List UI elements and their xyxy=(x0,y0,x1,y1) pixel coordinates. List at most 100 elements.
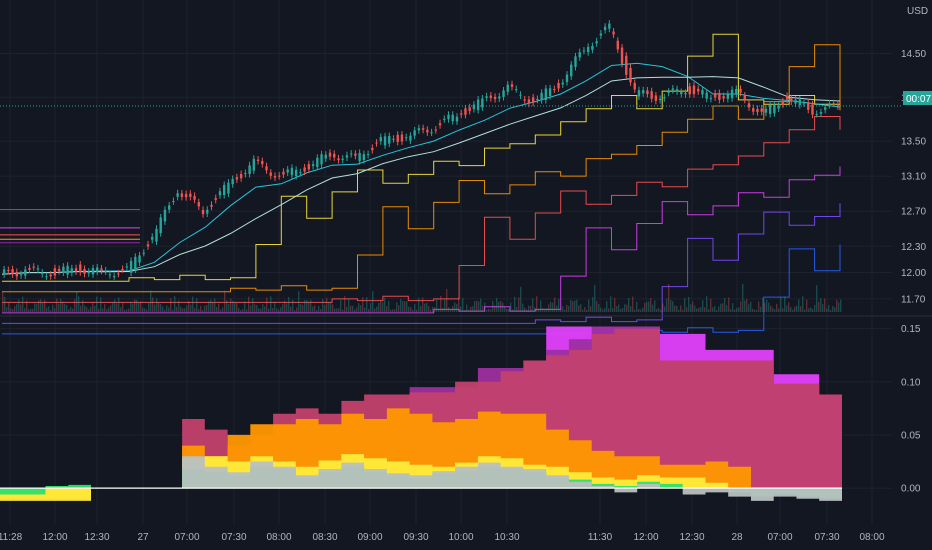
volume-bar xyxy=(326,297,328,312)
candle-body xyxy=(400,134,404,142)
volume-bar xyxy=(202,309,204,312)
volume-bar xyxy=(56,298,58,312)
volume-bar xyxy=(586,309,588,312)
volume-bar xyxy=(8,302,10,312)
volume-bar xyxy=(522,303,524,312)
volume-bar xyxy=(58,303,60,312)
candle-body xyxy=(248,165,251,175)
time-axis[interactable]: 11:28 12:00 12:30 27 07:00 07:30 08:00 08:30 09:… xyxy=(0,532,885,543)
volume-bar xyxy=(622,308,624,312)
candle-body xyxy=(637,90,641,97)
volume-bar xyxy=(186,305,188,312)
volume-bar xyxy=(752,308,754,312)
volume-bar xyxy=(426,302,428,312)
volume-bar xyxy=(102,308,104,312)
candle-body xyxy=(476,99,480,111)
candle-body xyxy=(680,91,683,95)
candle-body xyxy=(586,46,590,53)
volume-bar xyxy=(624,304,626,312)
volume-bar xyxy=(230,298,232,312)
candle-body xyxy=(193,195,196,200)
volume-bar xyxy=(162,306,164,312)
volume-bar xyxy=(120,307,122,312)
volume-bar xyxy=(60,298,62,312)
volume-bar xyxy=(302,304,304,312)
volume-bar xyxy=(472,306,474,312)
time-tick-label: 09:00 xyxy=(357,532,382,543)
volume-bar xyxy=(432,306,434,312)
volume-bar xyxy=(278,309,280,312)
time-tick-label: 11:28 xyxy=(0,532,23,543)
time-tick-label: 08:00 xyxy=(266,532,291,543)
volume-bar xyxy=(434,307,436,312)
volume-bar xyxy=(88,309,90,312)
price-pane[interactable] xyxy=(0,20,903,335)
volume-bar xyxy=(344,296,346,312)
volume-bar xyxy=(194,307,196,312)
volume-bar xyxy=(82,299,84,312)
volume-bar xyxy=(514,296,516,312)
volume-bar xyxy=(368,309,370,312)
volume-bar xyxy=(658,307,660,312)
indicator-pane[interactable] xyxy=(0,326,842,501)
candle-body xyxy=(286,169,289,173)
volume-bar xyxy=(364,307,366,312)
volume-bar xyxy=(292,299,294,312)
volume-bar xyxy=(632,296,634,312)
volume-bar xyxy=(18,299,20,312)
candle-body xyxy=(151,236,154,240)
volume-bar xyxy=(630,306,632,312)
volume-bar xyxy=(476,300,478,312)
candle-body xyxy=(798,99,801,106)
time-tick-label: 08:00 xyxy=(859,532,884,543)
volume-bar xyxy=(188,301,190,312)
volume-bar xyxy=(352,305,354,312)
volume-bar xyxy=(542,308,544,312)
volume-bar xyxy=(494,305,496,312)
volume-bar xyxy=(410,307,412,312)
candle-body xyxy=(603,26,607,31)
volume-bar xyxy=(646,301,648,312)
volume-bar xyxy=(758,301,760,312)
volume-bar xyxy=(596,301,598,312)
volume-bar xyxy=(674,305,676,312)
volume-bar xyxy=(478,301,480,312)
volume-bar xyxy=(148,302,150,312)
volume-bar xyxy=(394,309,396,312)
volume-bar xyxy=(6,307,8,312)
indicator-axis[interactable]: 0.15 0.10 0.05 0.00 xyxy=(901,324,921,494)
volume-bar xyxy=(568,306,570,312)
volume-bar xyxy=(238,307,240,312)
volume-bar xyxy=(146,309,148,312)
volume-bar xyxy=(552,302,554,312)
volume-bar xyxy=(794,306,796,312)
volume-bar xyxy=(4,296,6,312)
time-tick-label: 07:30 xyxy=(221,532,246,543)
volume-bar xyxy=(268,308,270,312)
volume-bar xyxy=(134,299,136,312)
indicator-tick-label: 0.05 xyxy=(901,430,921,441)
volume-bar xyxy=(838,302,840,312)
candle-body xyxy=(510,84,514,87)
volume-bar xyxy=(440,296,442,312)
volume-bar xyxy=(468,309,470,312)
candle-body xyxy=(328,152,332,157)
volume-bar xyxy=(190,304,192,312)
volume-bar xyxy=(636,301,638,312)
volume-bar xyxy=(94,305,96,312)
volume-bar xyxy=(708,309,710,312)
candle-body xyxy=(349,153,353,155)
volume-bar xyxy=(34,303,36,312)
candle-body xyxy=(294,169,298,177)
volume-bar xyxy=(276,308,278,312)
volume-bar xyxy=(232,301,234,312)
volume-bar xyxy=(138,302,140,312)
volume-bar xyxy=(820,298,822,312)
volume-bar xyxy=(824,298,826,312)
time-tick-label: 07:00 xyxy=(174,532,199,543)
volume-bar xyxy=(294,309,296,312)
volume-bar xyxy=(122,301,124,312)
volume-bar xyxy=(456,303,458,312)
volume-bar xyxy=(762,297,764,312)
